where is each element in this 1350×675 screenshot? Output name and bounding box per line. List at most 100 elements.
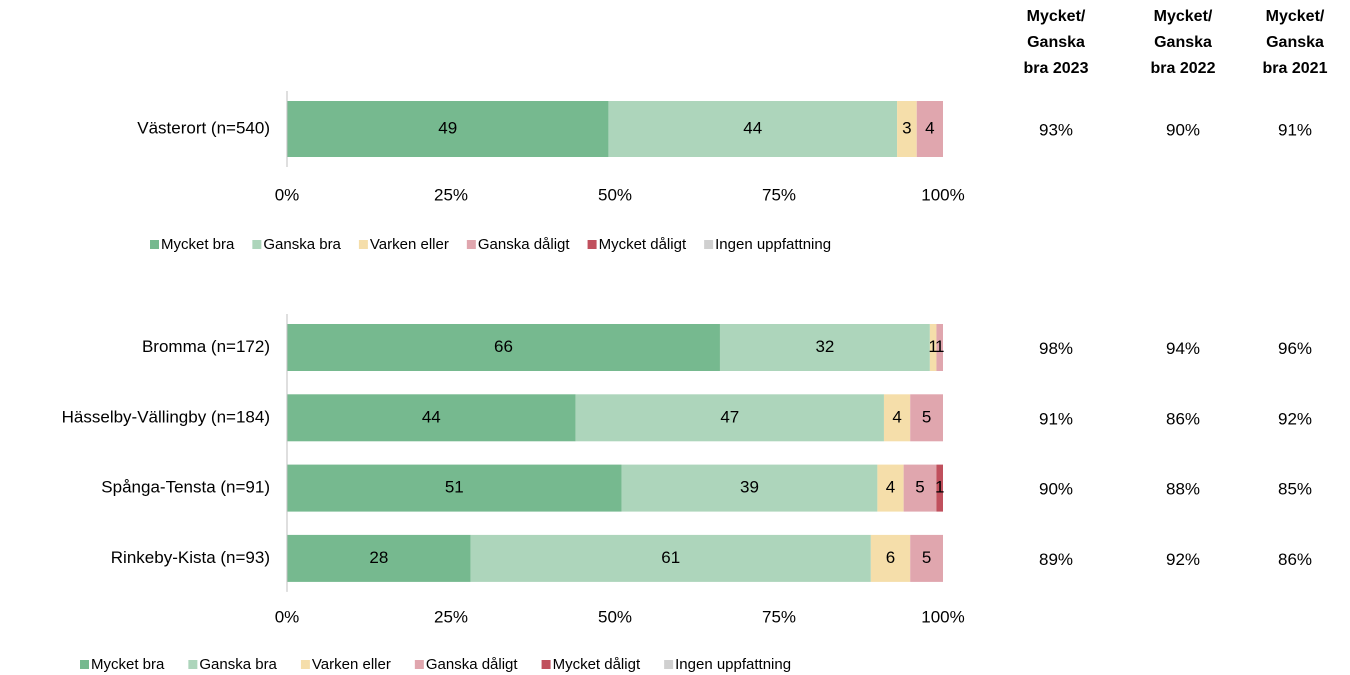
summary-value: 92% bbox=[1278, 409, 1312, 428]
x-tick-label: 50% bbox=[598, 185, 632, 204]
legend-label: Mycket dåligt bbox=[553, 656, 641, 673]
summary-value: 90% bbox=[1039, 480, 1073, 499]
summary-value: 92% bbox=[1166, 550, 1200, 569]
bar-segment bbox=[910, 394, 943, 442]
bar-segment bbox=[903, 464, 937, 512]
data-label: 3 bbox=[902, 118, 911, 137]
legend-swatch bbox=[587, 240, 597, 249]
x-tick-label: 100% bbox=[921, 185, 964, 204]
legend-swatch bbox=[300, 660, 310, 669]
legend-label: Ganska bra bbox=[199, 656, 277, 673]
category-label: Bromma (n=172) bbox=[142, 337, 270, 356]
summary-value: 90% bbox=[1166, 120, 1200, 139]
data-label: 28 bbox=[369, 548, 388, 567]
legend-label: Ganska dåligt bbox=[426, 656, 519, 673]
data-label: 4 bbox=[886, 478, 895, 497]
legend-label: Mycket bra bbox=[161, 236, 235, 253]
x-tick-label: 0% bbox=[275, 607, 300, 626]
column-header: Ganska bbox=[1027, 34, 1085, 51]
x-tick-label: 25% bbox=[434, 185, 468, 204]
column-header: Mycket/ bbox=[1154, 8, 1213, 25]
bar-segment bbox=[897, 101, 917, 157]
legend-label: Ganska dåligt bbox=[478, 236, 571, 253]
column-header: bra 2021 bbox=[1263, 60, 1328, 77]
bar-segment bbox=[621, 464, 878, 512]
data-label: 1 bbox=[935, 337, 944, 356]
data-label: 39 bbox=[740, 478, 759, 497]
data-label: 5 bbox=[922, 548, 931, 567]
category-label: Spånga-Tensta (n=91) bbox=[101, 478, 270, 497]
legend-label: Varken eller bbox=[312, 656, 391, 673]
bar-segment bbox=[575, 394, 884, 442]
legend-swatch bbox=[466, 240, 476, 249]
bar-segment bbox=[910, 534, 943, 582]
data-label: 5 bbox=[915, 478, 924, 497]
summary-value: 88% bbox=[1166, 480, 1200, 499]
data-label: 49 bbox=[438, 118, 457, 137]
column-header: Mycket/ bbox=[1027, 8, 1086, 25]
summary-value: 86% bbox=[1278, 550, 1312, 569]
legend-swatch bbox=[252, 240, 262, 249]
summary-value: 91% bbox=[1039, 409, 1073, 428]
data-label: 47 bbox=[720, 407, 739, 426]
legend-label: Ingen uppfattning bbox=[715, 236, 831, 253]
legend-swatch bbox=[80, 660, 89, 669]
data-label: 6 bbox=[886, 548, 895, 567]
legend-swatch bbox=[704, 240, 714, 249]
data-label: 1 bbox=[935, 478, 944, 497]
summary-value: 89% bbox=[1039, 550, 1073, 569]
x-tick-label: 25% bbox=[434, 607, 468, 626]
x-tick-label: 75% bbox=[762, 185, 796, 204]
column-header: Mycket/ bbox=[1266, 8, 1325, 25]
bar-segment bbox=[870, 534, 911, 582]
summary-value: 96% bbox=[1278, 339, 1312, 358]
bar-segment bbox=[287, 394, 576, 442]
legend-label: Ganska bra bbox=[263, 236, 341, 253]
column-header: bra 2022 bbox=[1151, 60, 1216, 77]
column-header: Ganska bbox=[1154, 34, 1212, 51]
legend-label: Mycket dåligt bbox=[599, 236, 687, 253]
bar-segment bbox=[470, 534, 871, 582]
bar-segment bbox=[287, 464, 622, 512]
column-header: bra 2023 bbox=[1024, 60, 1089, 77]
bar-segment bbox=[883, 394, 911, 442]
bar-segment bbox=[916, 101, 943, 157]
category-label: Västerort (n=540) bbox=[137, 118, 270, 137]
summary-value: 91% bbox=[1278, 120, 1312, 139]
x-tick-label: 0% bbox=[275, 185, 300, 204]
data-label: 51 bbox=[445, 478, 464, 497]
legend-swatch bbox=[188, 660, 198, 669]
data-label: 4 bbox=[892, 407, 901, 426]
legend-label: Mycket bra bbox=[91, 656, 165, 673]
data-label: 1 bbox=[928, 337, 937, 356]
legend-swatch bbox=[414, 660, 424, 669]
legend-swatch bbox=[541, 660, 551, 669]
category-label: Rinkeby-Kista (n=93) bbox=[111, 548, 270, 567]
bar-segment bbox=[877, 464, 904, 512]
legend-swatch bbox=[150, 240, 159, 249]
summary-value: 98% bbox=[1039, 339, 1073, 358]
data-label: 4 bbox=[925, 118, 934, 137]
data-label: 44 bbox=[743, 118, 762, 137]
legend-swatch bbox=[358, 240, 368, 249]
bar-segment bbox=[287, 101, 609, 157]
summary-value: 86% bbox=[1166, 409, 1200, 428]
data-label: 66 bbox=[494, 337, 513, 356]
summary-value: 94% bbox=[1166, 339, 1200, 358]
category-label: Hässelby-Vällingby (n=184) bbox=[62, 407, 270, 426]
bar-segment bbox=[719, 324, 930, 371]
bar-segment bbox=[287, 324, 720, 371]
column-header: Ganska bbox=[1266, 34, 1324, 51]
x-tick-label: 75% bbox=[762, 607, 796, 626]
x-tick-label: 100% bbox=[921, 607, 964, 626]
x-tick-label: 50% bbox=[598, 607, 632, 626]
bar-segment bbox=[936, 464, 943, 512]
bar-segment bbox=[936, 324, 943, 371]
legend-swatch bbox=[664, 660, 674, 669]
bar-segment bbox=[287, 534, 471, 582]
bar-segment bbox=[608, 101, 898, 157]
data-label: 5 bbox=[922, 407, 931, 426]
data-label: 32 bbox=[815, 337, 834, 356]
summary-value: 93% bbox=[1039, 120, 1073, 139]
